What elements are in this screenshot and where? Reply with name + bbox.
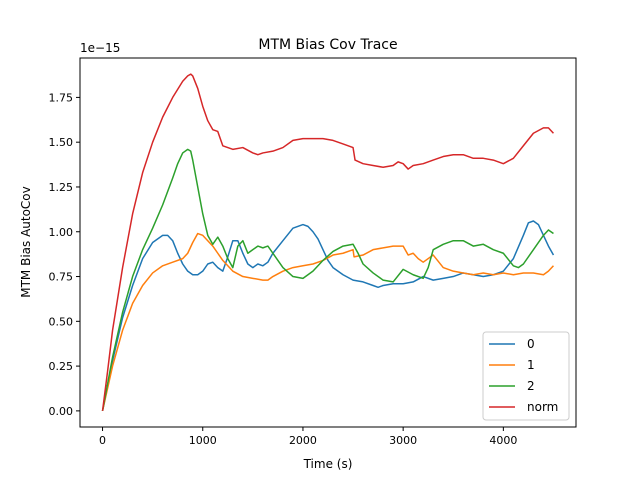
y-tick-label: 1.00: [49, 226, 74, 239]
axis-ticks: 0 1000 2000 3000 4000 0.00 0.25 0.50 0.75 1.00 1.2…: [49, 91, 518, 447]
legend-label-0: 0: [527, 337, 535, 351]
x-tick-label: 1000: [189, 434, 217, 447]
y-tick-label: 0.75: [49, 271, 74, 284]
plot-area: [101, 73, 555, 412]
y-tick-label: 0.25: [49, 360, 74, 373]
x-tick-label: 2000: [289, 434, 317, 447]
series-line-0: [101, 220, 555, 412]
y-tick-label: 1.50: [49, 136, 74, 149]
legend-label-norm: norm: [527, 400, 558, 414]
x-axis-label: Time (s): [303, 457, 353, 471]
legend: 0 1 2 norm: [482, 331, 570, 421]
y-scale-label: 1e−15: [80, 41, 120, 55]
y-tick-label: 0.00: [49, 405, 74, 418]
legend-label-1: 1: [527, 358, 535, 372]
legend-box: [482, 331, 570, 421]
x-tick-label: 3000: [389, 434, 417, 447]
series-line-2: [101, 148, 554, 412]
series-line-norm: [101, 73, 554, 411]
y-tick-label: 0.50: [49, 315, 74, 328]
x-tick-label: 4000: [489, 434, 517, 447]
axes-frame: [79, 57, 577, 428]
y-axis-label: MTM Bias AutoCov: [19, 186, 33, 298]
y-tick-label: 1.75: [49, 91, 74, 104]
x-tick-label: 0: [99, 434, 106, 447]
y-tick-label: 1.25: [49, 181, 74, 194]
chart-title: MTM Bias Cov Trace: [258, 37, 397, 53]
legend-label-2: 2: [527, 379, 535, 393]
